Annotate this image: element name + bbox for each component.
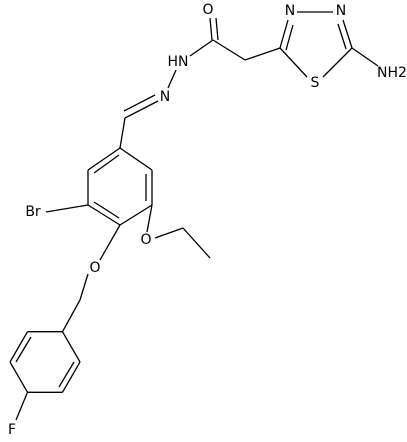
bond <box>209 17 213 41</box>
bond <box>322 47 353 78</box>
bond <box>87 147 121 171</box>
bond <box>61 361 81 393</box>
bond <box>87 204 121 226</box>
atom-label: N <box>285 3 295 19</box>
atom-label: F <box>8 422 16 438</box>
bond <box>342 19 353 49</box>
bond <box>15 392 29 421</box>
atom-label: S <box>311 75 320 91</box>
bond <box>79 273 89 301</box>
bond <box>58 361 75 388</box>
bond <box>99 224 121 261</box>
bond <box>9 361 29 393</box>
bond <box>154 227 184 239</box>
bond <box>124 100 159 119</box>
bond <box>15 336 32 363</box>
bond <box>119 117 126 149</box>
bond <box>146 204 153 233</box>
bond <box>212 39 246 61</box>
bond <box>123 94 156 112</box>
bond <box>279 19 289 49</box>
bond <box>285 24 294 51</box>
bond <box>119 147 153 171</box>
atom-label: NH2 <box>377 65 407 81</box>
bond <box>189 39 214 57</box>
atom-label: N <box>160 89 170 105</box>
bond <box>45 204 89 213</box>
bond <box>167 69 177 89</box>
bond <box>93 201 120 219</box>
atom-label: O <box>89 260 100 276</box>
atom-label: O <box>140 232 151 248</box>
atom-label: Br <box>25 204 41 220</box>
atom-labels: O HN N N N S NH2 Br O O F <box>8 2 407 438</box>
bond <box>244 47 281 61</box>
bond <box>182 227 211 259</box>
bond <box>9 331 29 363</box>
bond <box>61 331 81 363</box>
atom-label: O <box>202 2 213 18</box>
bond <box>119 204 153 226</box>
bond <box>279 47 308 78</box>
bonds <box>9 11 379 421</box>
bond <box>61 299 81 333</box>
bond <box>337 23 347 50</box>
atom-label: HN <box>168 54 189 70</box>
atom-label: N <box>336 3 346 19</box>
bond <box>215 17 219 41</box>
bond <box>93 154 120 174</box>
bond <box>351 47 379 67</box>
